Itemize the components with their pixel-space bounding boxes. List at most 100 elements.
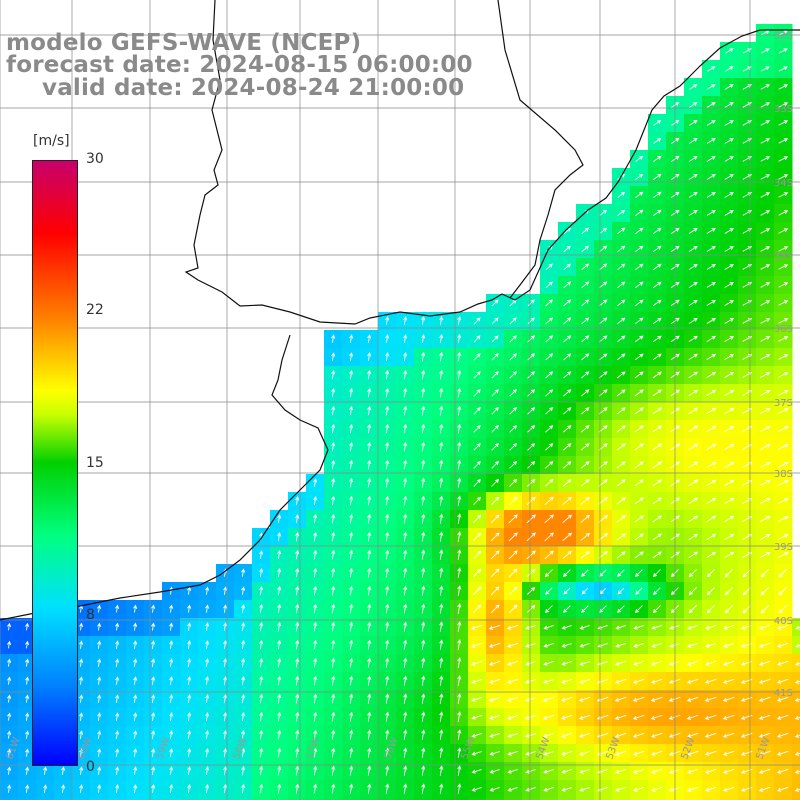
wind-arrow — [544, 605, 553, 614]
wind-arrow — [331, 693, 336, 704]
wind-arrow — [367, 729, 372, 740]
wind-arrow — [488, 624, 501, 630]
speed-cell — [792, 726, 800, 745]
wind-arrow — [259, 585, 264, 596]
wind-arrow — [581, 281, 590, 289]
wind-arrow — [115, 658, 120, 667]
wind-arrow — [689, 102, 698, 108]
wind-arrow — [706, 281, 716, 288]
wind-arrow — [421, 567, 426, 578]
wind-arrow — [688, 533, 699, 541]
wind-arrow — [562, 514, 573, 524]
speed-cell — [306, 798, 325, 800]
wind-arrow — [724, 264, 735, 270]
wind-arrow — [704, 678, 717, 684]
wind-arrow — [652, 479, 663, 487]
wind-arrow — [385, 765, 390, 776]
wind-arrow — [313, 496, 318, 506]
wind-arrow — [544, 496, 554, 505]
wind-arrow — [509, 443, 518, 451]
wind-arrow — [652, 191, 662, 199]
wind-arrow — [688, 425, 699, 433]
wind-arrow — [686, 768, 699, 774]
speed-cell — [702, 798, 721, 800]
wind-arrow — [758, 714, 771, 720]
wind-arrow — [241, 658, 246, 668]
wind-arrow — [562, 569, 571, 578]
wind-arrow — [704, 768, 717, 774]
wind-arrow — [617, 227, 626, 235]
speed-cell — [90, 798, 109, 800]
wind-arrow — [439, 495, 444, 506]
wind-arrow — [759, 624, 771, 630]
wind-arrow — [403, 459, 408, 470]
wind-arrow — [527, 443, 536, 451]
wind-arrow — [367, 387, 372, 398]
wind-arrow — [385, 675, 390, 686]
wind-arrow — [205, 658, 210, 668]
wind-arrow — [471, 696, 483, 702]
wind-arrow — [491, 317, 499, 325]
wind-arrow — [151, 748, 156, 758]
wind-arrow — [722, 696, 735, 702]
wind-arrow — [488, 678, 501, 684]
wind-arrow — [545, 353, 554, 361]
wind-arrow — [579, 786, 591, 792]
wind-arrow — [526, 532, 536, 542]
wind-arrow — [706, 515, 717, 523]
wind-arrow — [509, 317, 517, 325]
wind-arrow — [724, 300, 735, 306]
wind-arrow — [526, 550, 536, 560]
wind-arrow — [313, 639, 318, 650]
wind-arrow — [457, 783, 462, 794]
wind-arrow — [313, 711, 318, 722]
wind-arrow — [794, 733, 800, 738]
wind-arrow — [43, 766, 48, 775]
wind-arrow — [724, 461, 735, 469]
wind-arrow — [457, 405, 462, 416]
wind-arrow — [151, 712, 156, 721]
wind-arrow — [688, 191, 698, 198]
wind-arrow — [616, 335, 626, 343]
wind-arrow — [706, 533, 717, 541]
wind-arrow — [367, 531, 372, 542]
wind-arrow — [740, 696, 753, 702]
wind-arrow — [563, 317, 572, 325]
wind-arrow — [561, 678, 573, 684]
wind-arrow — [776, 696, 789, 702]
wind-arrow — [439, 729, 444, 740]
wind-arrow — [652, 173, 662, 181]
wind-arrow — [385, 603, 390, 614]
wind-arrow — [457, 459, 462, 470]
wind-arrow — [488, 660, 501, 666]
wind-arrow — [439, 657, 444, 668]
speed-cell — [792, 690, 800, 709]
wind-arrow — [778, 66, 788, 72]
wind-arrow — [545, 461, 554, 469]
wind-arrow — [760, 408, 771, 414]
wind-arrow — [331, 585, 336, 596]
speed-cell — [522, 798, 541, 800]
wind-arrow — [115, 622, 120, 631]
wind-arrow — [617, 263, 626, 271]
wind-arrow — [367, 334, 372, 343]
wind-arrow — [616, 479, 626, 487]
wind-arrow — [760, 210, 771, 216]
wind-arrow — [470, 624, 483, 630]
wind-arrow — [367, 783, 372, 794]
wind-arrow — [760, 390, 771, 396]
wind-arrow — [259, 639, 264, 650]
wind-arrow — [778, 192, 789, 198]
wind-arrow — [491, 460, 499, 469]
wind-arrow — [545, 299, 554, 307]
colorbar-tick-0: 0 — [86, 759, 95, 775]
wind-arrow — [688, 137, 698, 144]
wind-arrow — [277, 639, 282, 650]
wind-arrow — [776, 786, 789, 792]
speed-cell — [414, 798, 433, 800]
wind-arrow — [439, 765, 444, 776]
wind-arrow — [506, 624, 519, 630]
wind-arrow — [205, 712, 210, 722]
wind-arrow — [652, 605, 661, 614]
wind-arrow — [527, 389, 536, 397]
